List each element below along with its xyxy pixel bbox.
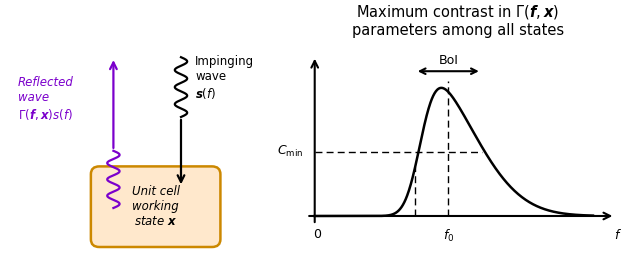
- Text: $f_0$: $f_0$: [443, 228, 454, 244]
- Text: BoI: BoI: [438, 54, 458, 67]
- Text: Maximum contrast in $\Gamma(\boldsymbol{f}, \boldsymbol{x})$
parameters among al: Maximum contrast in $\Gamma(\boldsymbol{…: [351, 3, 564, 38]
- Text: 0: 0: [314, 228, 321, 240]
- Text: $C_{\mathrm{min}}$: $C_{\mathrm{min}}$: [277, 144, 303, 159]
- Text: Unit cell
working
state $\boldsymbol{x}$: Unit cell working state $\boldsymbol{x}$: [132, 185, 180, 228]
- Text: $f$: $f$: [614, 228, 622, 242]
- FancyBboxPatch shape: [91, 166, 220, 247]
- Text: Reflected
wave
$\Gamma(\boldsymbol{f},\boldsymbol{x})s(f)$: Reflected wave $\Gamma(\boldsymbol{f},\b…: [18, 76, 74, 121]
- Text: Impinging
wave
$\boldsymbol{s}(f)$: Impinging wave $\boldsymbol{s}(f)$: [195, 55, 254, 101]
